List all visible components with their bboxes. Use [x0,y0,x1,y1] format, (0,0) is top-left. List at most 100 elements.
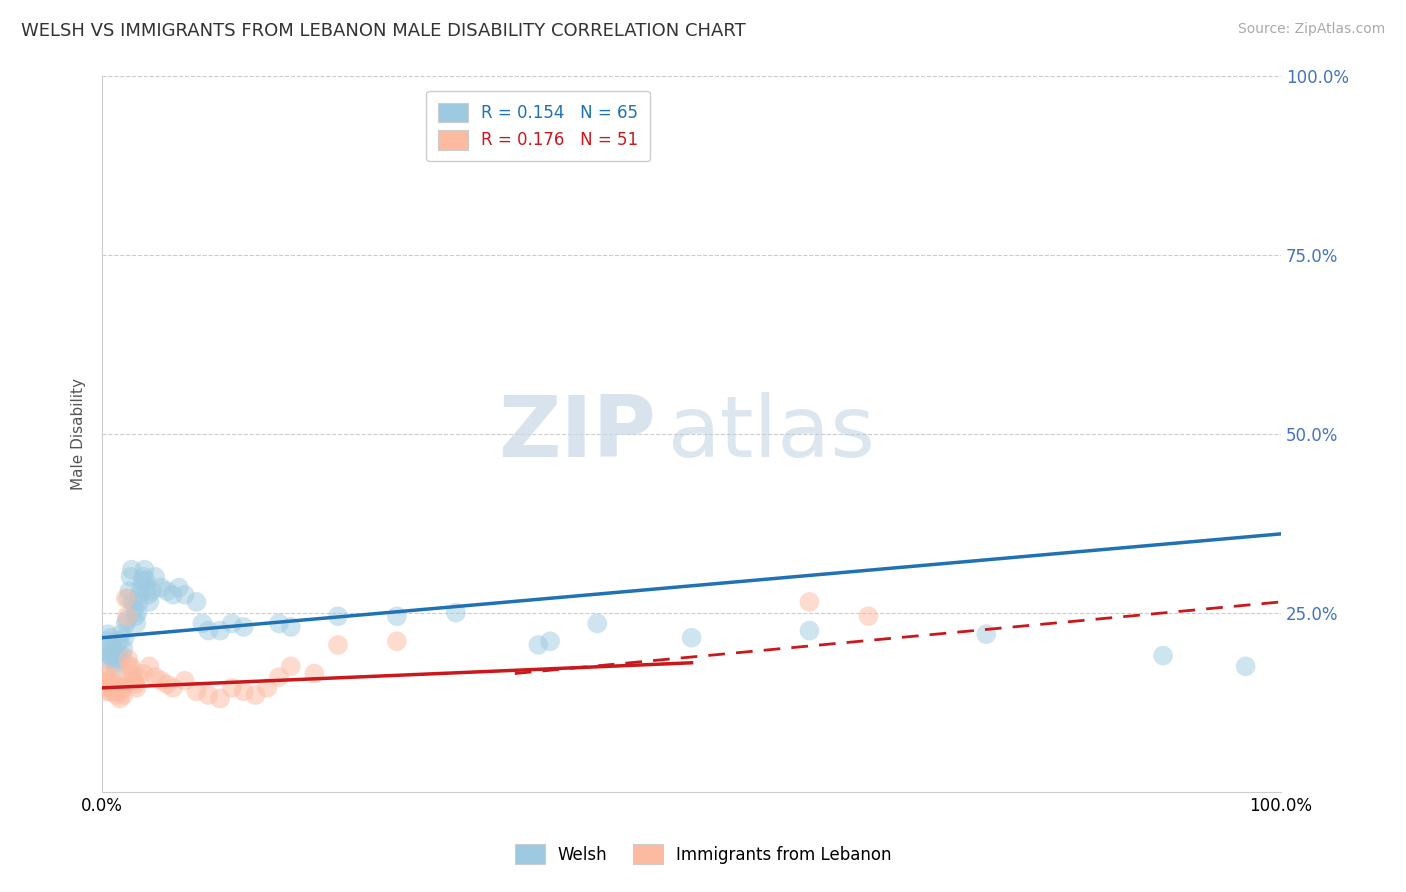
Point [209,691,232,706]
Point [127,670,149,684]
Point [150,581,173,595]
Point [156,584,179,599]
Point [232,684,254,698]
Text: Source: ZipAtlas.com: Source: ZipAtlas.com [1237,22,1385,37]
Legend: Welsh, Immigrants from Lebanon: Welsh, Immigrants from Lebanon [508,838,898,871]
Point [114,677,136,691]
Point [385,609,408,624]
Point [138,595,160,609]
Text: atlas: atlas [668,392,876,475]
Point [100,641,122,656]
Point [304,666,326,681]
Point [385,634,408,648]
Y-axis label: Male Disability: Male Disability [72,377,86,490]
Point [121,595,143,609]
Point [108,691,131,706]
Point [97,627,120,641]
Point [141,584,163,599]
Point [118,584,141,599]
Point [135,574,157,588]
Point [143,570,166,584]
Point [97,673,120,688]
Point [186,684,208,698]
Point [103,684,125,698]
Point [197,688,219,702]
Point [117,591,139,606]
Point [120,570,142,584]
Point [799,624,821,638]
Point [221,616,243,631]
Point [100,631,122,645]
Point [96,684,118,698]
Point [105,659,128,673]
Point [98,681,121,695]
Point [115,609,138,624]
Point [858,609,880,624]
Point [138,659,160,673]
Point [103,645,125,659]
Point [110,684,132,698]
Point [122,602,145,616]
Point [232,620,254,634]
Point [101,670,124,684]
Point [104,656,127,670]
Point [538,634,561,648]
Point [124,609,146,624]
Point [93,670,115,684]
Point [94,652,117,666]
Point [134,563,156,577]
Point [93,677,115,691]
Point [114,631,136,645]
Point [326,609,349,624]
Point [186,595,208,609]
Point [191,616,214,631]
Point [114,616,136,631]
Point [107,684,129,698]
Point [121,670,143,684]
Point [98,648,121,663]
Point [127,606,149,620]
Point [280,659,302,673]
Point [681,631,703,645]
Text: ZIP: ZIP [499,392,657,475]
Point [121,563,143,577]
Point [104,677,127,691]
Point [96,634,118,648]
Point [101,652,124,666]
Point [132,570,155,584]
Point [111,681,134,695]
Point [118,659,141,673]
Point [136,588,159,602]
Point [121,666,143,681]
Point [221,681,243,695]
Point [143,670,166,684]
Point [256,681,278,695]
Point [444,606,467,620]
Point [117,652,139,666]
Point [156,677,179,691]
Point [799,595,821,609]
Point [173,673,195,688]
Point [162,681,184,695]
Text: WELSH VS IMMIGRANTS FROM LEBANON MALE DISABILITY CORRELATION CHART: WELSH VS IMMIGRANTS FROM LEBANON MALE DI… [21,22,745,40]
Point [131,574,153,588]
Point [122,673,145,688]
Point [173,588,195,602]
Point [1152,648,1174,663]
Point [162,588,184,602]
Point [245,688,267,702]
Point [167,581,190,595]
Point [115,613,138,627]
Point [114,591,136,606]
Point [120,659,142,673]
Point [974,627,997,641]
Point [107,681,129,695]
Point [280,620,302,634]
Point [124,677,146,691]
Point [132,666,155,681]
Point [105,688,128,702]
Point [150,673,173,688]
Point [112,688,135,702]
Legend: R = 0.154   N = 65, R = 0.176   N = 51: R = 0.154 N = 65, R = 0.176 N = 51 [426,91,650,161]
Point [586,616,609,631]
